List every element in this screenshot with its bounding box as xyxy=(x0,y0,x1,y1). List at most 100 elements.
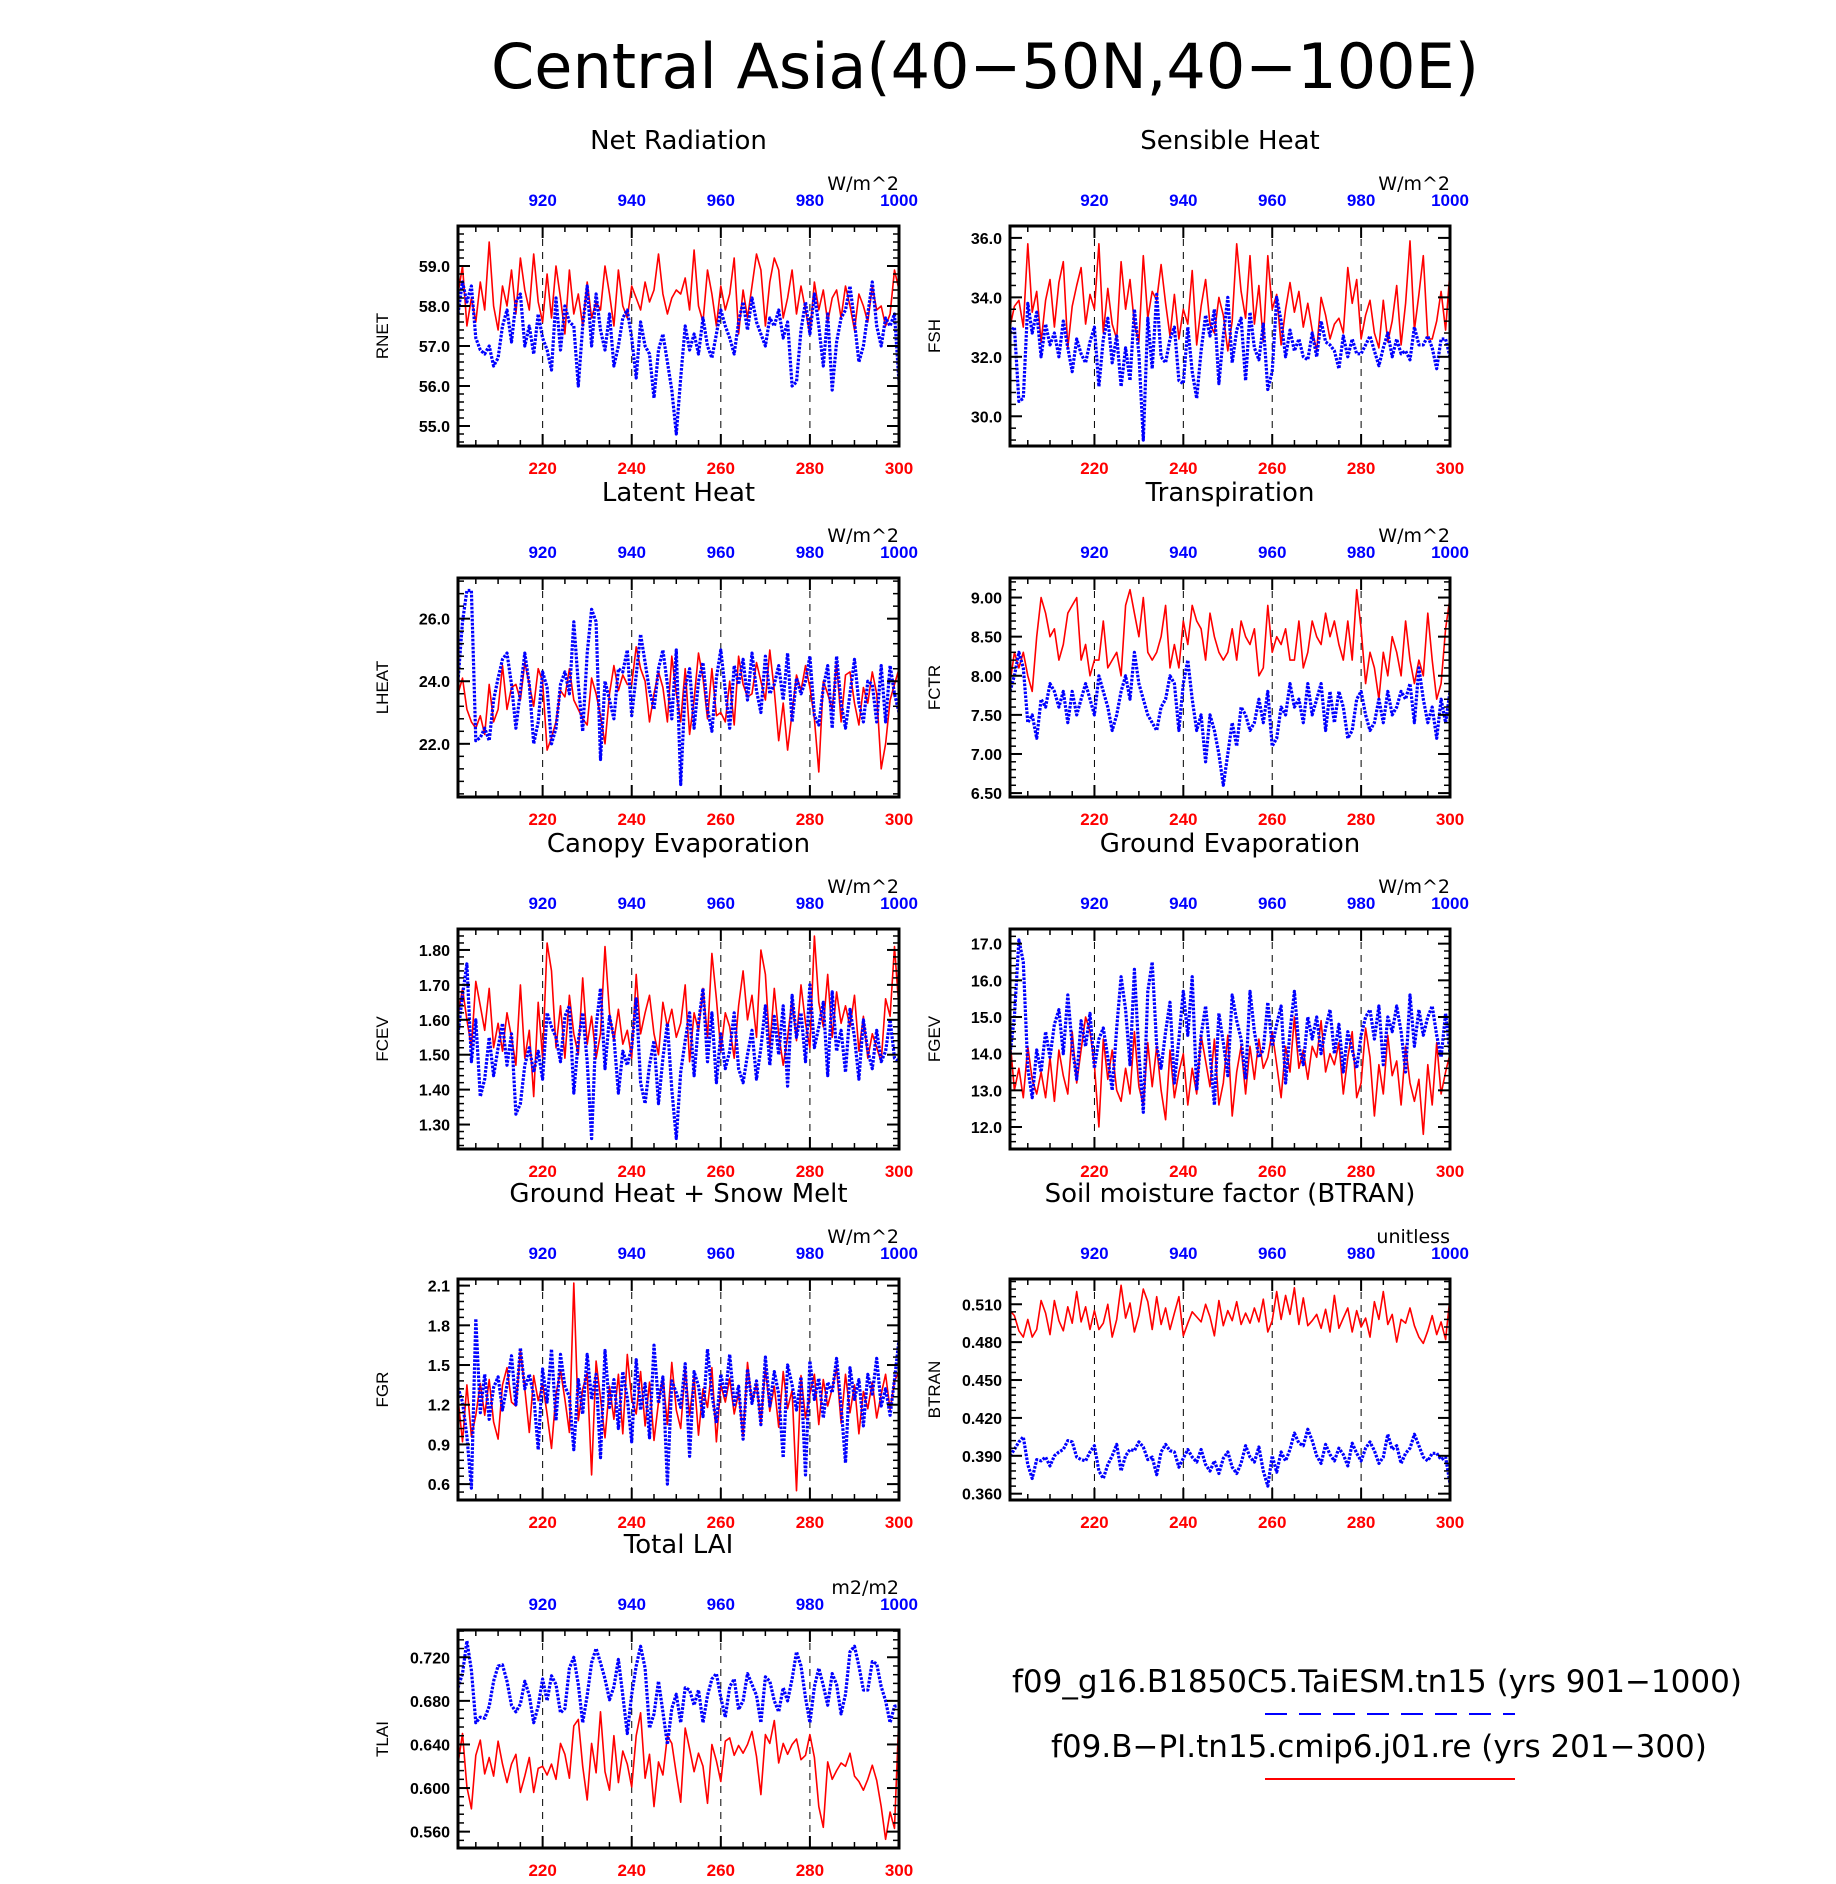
x-tick-label-top: 960 xyxy=(707,1244,735,1263)
x-tick-label-bottom: 220 xyxy=(1080,1513,1108,1532)
panel-fcev: Canopy Evaporation W/m^2 220 240 260 280 300 92… xyxy=(373,829,918,1181)
y-tick-label: 24.0 xyxy=(419,674,450,691)
y-tick-label: 57.0 xyxy=(419,339,450,356)
x-tick-label-bottom: 240 xyxy=(618,810,646,829)
panel-title: Ground Evaporation xyxy=(1100,829,1360,859)
x-tick-label-top: 920 xyxy=(1080,1244,1108,1263)
x-tick-label-bottom: 260 xyxy=(707,459,735,478)
x-tick-label-bottom: 300 xyxy=(1436,1513,1464,1532)
panel-title: Transpiration xyxy=(1145,478,1315,508)
x-tick-label-bottom: 240 xyxy=(1169,459,1197,478)
plot-frame xyxy=(456,576,901,799)
y-tick-label: 0.560 xyxy=(410,1825,450,1842)
units-label: m2/m2 xyxy=(831,1577,899,1599)
units-label: W/m^2 xyxy=(827,525,899,547)
series-line-cmip6 xyxy=(457,1711,900,1841)
x-tick-label-bottom: 240 xyxy=(618,1162,646,1181)
panel-lheat: Latent Heat W/m^2 220 240 260 280 300 920 940 960… xyxy=(373,478,918,829)
x-tick-label-top: 940 xyxy=(618,1595,646,1614)
x-tick-label-top: 1000 xyxy=(880,894,918,913)
y-tick-label: 36.0 xyxy=(971,231,1002,248)
x-tick-label-top: 960 xyxy=(707,543,735,562)
x-tick-label-top: 940 xyxy=(1169,191,1197,210)
legend-blue-label: f09_g16.B1850C5.TaiESM.tn15 (yrs 901−100… xyxy=(1012,1664,1742,1700)
series-line-taiesm xyxy=(456,588,901,787)
panel-btran: Soil moisture factor (BTRAN) unitless 220 2… xyxy=(925,1179,1469,1532)
x-tick-label-bottom: 280 xyxy=(1347,810,1375,829)
x-tick-label-top: 940 xyxy=(618,543,646,562)
x-tick-label-bottom: 260 xyxy=(1258,1513,1286,1532)
plot-frame xyxy=(456,224,901,448)
plot-frame xyxy=(456,1628,901,1850)
units-label: unitless xyxy=(1376,1226,1450,1248)
panel-title: Ground Heat + Snow Melt xyxy=(509,1179,847,1209)
series-line-cmip6 xyxy=(1009,240,1451,352)
units-label: W/m^2 xyxy=(827,173,899,195)
x-tick-label-top: 980 xyxy=(796,1595,824,1614)
y-tick-label: 22.0 xyxy=(419,737,450,754)
x-tick-label-bottom: 300 xyxy=(1436,459,1464,478)
y-tick-label: 1.40 xyxy=(419,1083,450,1100)
panel-title: Net Radiation xyxy=(590,126,767,156)
units-label: W/m^2 xyxy=(1378,876,1450,898)
y-tick-label: 34.0 xyxy=(971,290,1002,307)
y-tick-label: 6.50 xyxy=(971,786,1002,803)
y-tick-label: 1.60 xyxy=(419,1013,450,1030)
legend: f09_g16.B1850C5.TaiESM.tn15 (yrs 901−100… xyxy=(1012,1664,1742,1780)
panel-title: Soil moisture factor (BTRAN) xyxy=(1045,1179,1416,1209)
y-tick-label: 1.2 xyxy=(428,1398,450,1415)
series-line-cmip6 xyxy=(1009,588,1451,701)
y-tick-label: 0.600 xyxy=(410,1781,450,1798)
y-tick-label: 16.0 xyxy=(971,973,1002,990)
plot-frame xyxy=(1008,576,1452,799)
y-tick-label: 32.0 xyxy=(971,350,1002,367)
x-tick-label-bottom: 280 xyxy=(796,1513,824,1532)
y-tick-label: 8.50 xyxy=(971,630,1002,647)
panel-fgr: Ground Heat + Snow Melt W/m^2 220 240 260 280… xyxy=(373,1179,918,1532)
legend-red-label: f09.B−PI.tn15.cmip6.j01.re (yrs 201−300) xyxy=(1051,1729,1707,1765)
y-axis-label: FCTR xyxy=(925,665,944,710)
y-tick-label: 7.50 xyxy=(971,708,1002,725)
x-tick-label-bottom: 260 xyxy=(1258,810,1286,829)
panel-tlai: Total LAI m2/m2 220 240 260 280 300 920 940 960 98… xyxy=(373,1530,918,1880)
x-tick-label-top: 1000 xyxy=(1431,1244,1469,1263)
y-tick-label: 1.80 xyxy=(419,943,450,960)
y-axis-label: LHEAT xyxy=(373,661,392,715)
x-tick-label-top: 920 xyxy=(1080,543,1108,562)
series-line-taiesm xyxy=(456,962,900,1141)
panel-grid: Net Radiation W/m^2 220 240 260 280 300 920 940 9… xyxy=(373,126,1469,1880)
x-tick-label-top: 920 xyxy=(1080,191,1108,210)
y-tick-label: 30.0 xyxy=(971,409,1002,426)
x-tick-label-top: 1000 xyxy=(880,191,918,210)
x-tick-label-bottom: 300 xyxy=(1436,1162,1464,1181)
y-tick-label: 55.0 xyxy=(419,419,450,436)
x-tick-label-bottom: 240 xyxy=(618,459,646,478)
y-tick-label: 0.360 xyxy=(962,1487,1002,1504)
x-tick-label-bottom: 220 xyxy=(528,1513,556,1532)
y-tick-label: 0.720 xyxy=(410,1650,450,1667)
y-tick-label: 17.0 xyxy=(971,937,1002,954)
panel-rnet: Net Radiation W/m^2 220 240 260 280 300 920 940 9… xyxy=(373,126,918,478)
y-tick-label: 12.0 xyxy=(971,1120,1002,1137)
x-tick-label-bottom: 280 xyxy=(796,1861,824,1880)
x-tick-label-top: 940 xyxy=(618,1244,646,1263)
x-tick-label-top: 940 xyxy=(1169,894,1197,913)
y-tick-label: 0.510 xyxy=(962,1297,1002,1314)
x-tick-label-bottom: 260 xyxy=(707,810,735,829)
x-tick-label-bottom: 280 xyxy=(1347,1513,1375,1532)
y-tick-label: 1.5 xyxy=(428,1358,450,1375)
x-tick-label-top: 980 xyxy=(1347,894,1375,913)
plot-frame xyxy=(1008,1277,1452,1502)
x-tick-label-bottom: 240 xyxy=(618,1861,646,1880)
x-tick-label-bottom: 300 xyxy=(885,810,913,829)
units-label: W/m^2 xyxy=(1378,173,1450,195)
y-tick-label: 13.0 xyxy=(971,1083,1002,1100)
y-tick-label: 0.6 xyxy=(428,1477,450,1494)
x-tick-label-top: 920 xyxy=(528,543,556,562)
x-tick-label-top: 1000 xyxy=(1431,543,1469,562)
series-line-taiesm xyxy=(1008,650,1452,787)
units-label: W/m^2 xyxy=(1378,525,1450,547)
y-tick-label: 14.0 xyxy=(971,1047,1002,1064)
x-tick-label-top: 980 xyxy=(1347,191,1375,210)
